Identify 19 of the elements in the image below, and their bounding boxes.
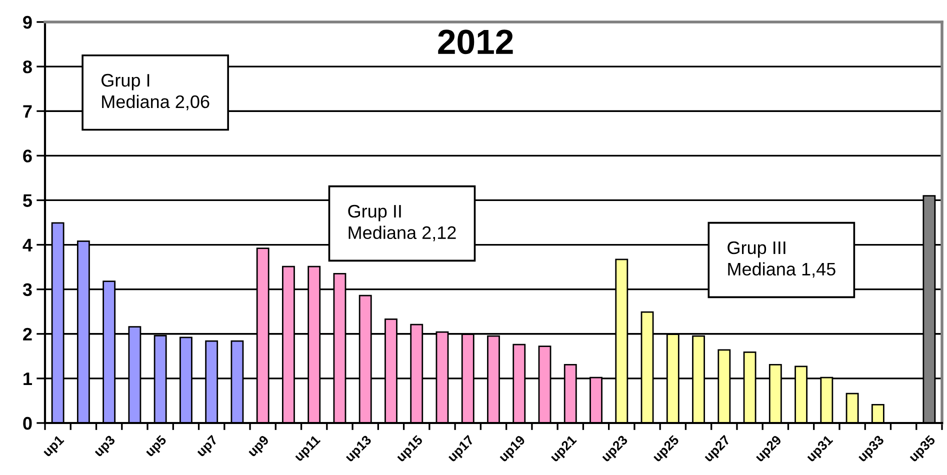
y-tick-label: 9 — [23, 16, 32, 29]
x-tick-label: up1 — [42, 434, 66, 459]
y-tick-label: 2 — [23, 328, 32, 340]
y-tick-label: 3 — [22, 283, 32, 296]
annotation: Grup I Mediana 2,06 — [102, 74, 210, 110]
x-tick-label: up3 — [93, 434, 118, 459]
y-tick-label: 4 — [22, 238, 32, 252]
y-tick-label: 1 — [24, 372, 32, 385]
annotation: Grup II Mediana 2,12 — [348, 204, 456, 242]
y-tick-label: 0 — [23, 416, 32, 430]
x-tick-label: up7 — [196, 434, 220, 459]
y-tick-label: 7 — [23, 105, 32, 118]
x-tick-label: up9 — [247, 434, 272, 459]
y-tick-label: 8 — [23, 60, 32, 74]
y-tick-label: 6 — [23, 150, 32, 162]
y-tick-label: 5 — [23, 194, 32, 207]
annotation: Grup III Mediana 1,45 — [728, 241, 836, 278]
x-tick-label: up5 — [144, 434, 169, 459]
chart-title: 2012 — [438, 30, 513, 54]
